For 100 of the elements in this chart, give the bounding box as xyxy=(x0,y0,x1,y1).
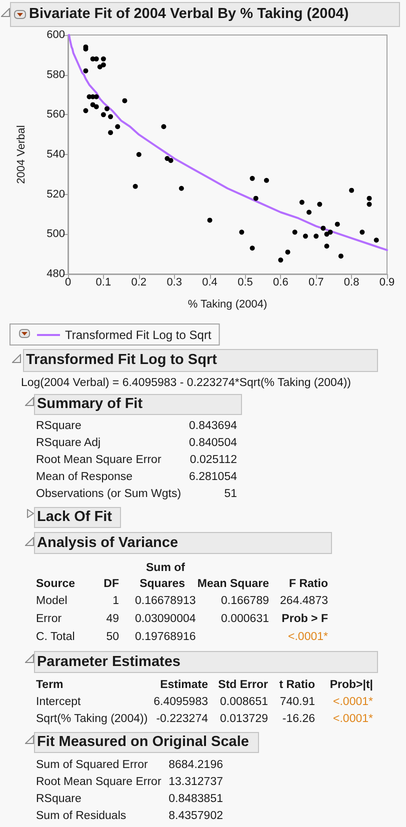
point xyxy=(334,222,340,227)
point xyxy=(338,254,344,259)
y-tick-label: 540 xyxy=(46,148,65,160)
point xyxy=(349,188,354,193)
text: F Ratio xyxy=(289,577,328,592)
point xyxy=(115,124,120,130)
point xyxy=(161,124,166,130)
point xyxy=(100,56,106,62)
text: <.0001* xyxy=(333,712,373,727)
text: RSquare xyxy=(36,792,82,807)
y-tick-label: 500 xyxy=(46,228,65,240)
y-tick-label: 560 xyxy=(46,108,65,121)
text: <.0001* xyxy=(288,630,328,645)
text: Root Mean Square Error xyxy=(36,775,162,790)
text: Root Mean Square Error xyxy=(36,453,162,468)
text: 0.000631 xyxy=(221,612,269,627)
text: Sum of Squares xyxy=(138,561,185,592)
text: Mean Square xyxy=(197,577,269,592)
text: Term xyxy=(36,678,64,693)
text: Lack Of Fit xyxy=(37,509,112,526)
point xyxy=(366,202,372,207)
text: Analysis of Variance xyxy=(37,534,178,552)
text: 0.8483851 xyxy=(168,792,223,807)
point xyxy=(299,200,304,205)
text: 0.840504 xyxy=(189,436,237,451)
point xyxy=(324,244,330,249)
text: 0.166789 xyxy=(221,594,269,609)
y-tick-label: 480 xyxy=(46,268,65,280)
text: 51 xyxy=(224,487,237,502)
text: 740.91 xyxy=(280,695,315,710)
y-axis-title: 2004 Verbal xyxy=(16,125,28,184)
chart-title: Bivariate Fit of 2004 Verbal By % Taking (2004) xyxy=(29,6,349,23)
point xyxy=(122,98,128,104)
text: 0.843694 xyxy=(189,419,237,434)
text: 8.4357902 xyxy=(168,809,223,824)
x-tick-label: 0.2 xyxy=(131,276,147,288)
line-series xyxy=(68,34,388,252)
point xyxy=(97,64,102,70)
x-tick-label: 0.6 xyxy=(273,276,288,288)
text: Sqrt(% Taking (2004)) xyxy=(36,712,148,727)
text: Mean of Response xyxy=(36,470,133,485)
point xyxy=(314,234,319,239)
text: 0.025112 xyxy=(190,453,237,468)
point xyxy=(207,218,212,223)
text: 264.4873 xyxy=(280,594,328,609)
point xyxy=(104,106,110,112)
point xyxy=(292,230,298,235)
point xyxy=(100,62,106,68)
point xyxy=(178,186,184,191)
text: Source xyxy=(36,577,75,592)
x-tick-label: 0.8 xyxy=(344,276,360,288)
point xyxy=(239,230,244,235)
text: 6.4095983 xyxy=(154,695,208,710)
point xyxy=(83,68,88,74)
text: 8684.2196 xyxy=(168,758,223,773)
legend-label: Transformed Fit Log to Sqrt xyxy=(65,328,212,342)
text: Estimate xyxy=(160,678,208,693)
text: 1 xyxy=(112,594,119,609)
point xyxy=(306,210,312,215)
text: Parameter Estimates xyxy=(37,654,180,670)
text: Error xyxy=(36,612,62,627)
point xyxy=(108,130,114,136)
point xyxy=(253,196,258,201)
y-tick-label: 600 xyxy=(46,29,65,41)
text: Log(2004 Verbal) = 6.4095983 - 0.223274*Sqrt(% Taking (2004)) xyxy=(21,376,352,391)
x-tick-label: 0.9 xyxy=(379,276,395,288)
point xyxy=(136,152,142,157)
text: Prob > F xyxy=(282,612,328,627)
text: -16.26 xyxy=(282,712,315,727)
text: 50 xyxy=(106,630,119,645)
x-tick-label: 0.7 xyxy=(308,276,324,288)
text: 49 xyxy=(106,612,119,627)
point xyxy=(302,234,308,239)
point xyxy=(278,258,284,263)
point xyxy=(317,202,322,207)
point xyxy=(164,156,170,161)
text: Observations (or Sum Wgts) xyxy=(36,487,182,502)
point xyxy=(94,104,99,110)
text: 0.19768916 xyxy=(135,630,196,645)
text: -0.223274 xyxy=(156,712,208,727)
text: RSquare Adj xyxy=(36,436,101,451)
text: t Ratio xyxy=(279,678,315,693)
point xyxy=(285,250,290,255)
point xyxy=(250,246,255,251)
point xyxy=(108,114,114,120)
text: Std Error xyxy=(218,678,268,693)
x-tick-label: 0.1 xyxy=(96,276,112,288)
text: 0.013729 xyxy=(220,712,268,727)
text: <.0001* xyxy=(333,695,373,710)
text: Prob>|t| xyxy=(330,678,373,693)
point xyxy=(168,158,174,163)
text: Transformed Fit Log to Sqrt xyxy=(26,352,217,369)
point xyxy=(328,230,333,235)
x-tick-label: 0.5 xyxy=(238,276,253,288)
text: Sum of Residuals xyxy=(36,809,126,824)
x-axis-title: % Taking (2004) xyxy=(188,298,268,310)
x-tick-label: 0.3 xyxy=(166,276,182,288)
text: 0.16678913 xyxy=(135,594,196,609)
point xyxy=(324,232,330,237)
point xyxy=(250,176,255,181)
